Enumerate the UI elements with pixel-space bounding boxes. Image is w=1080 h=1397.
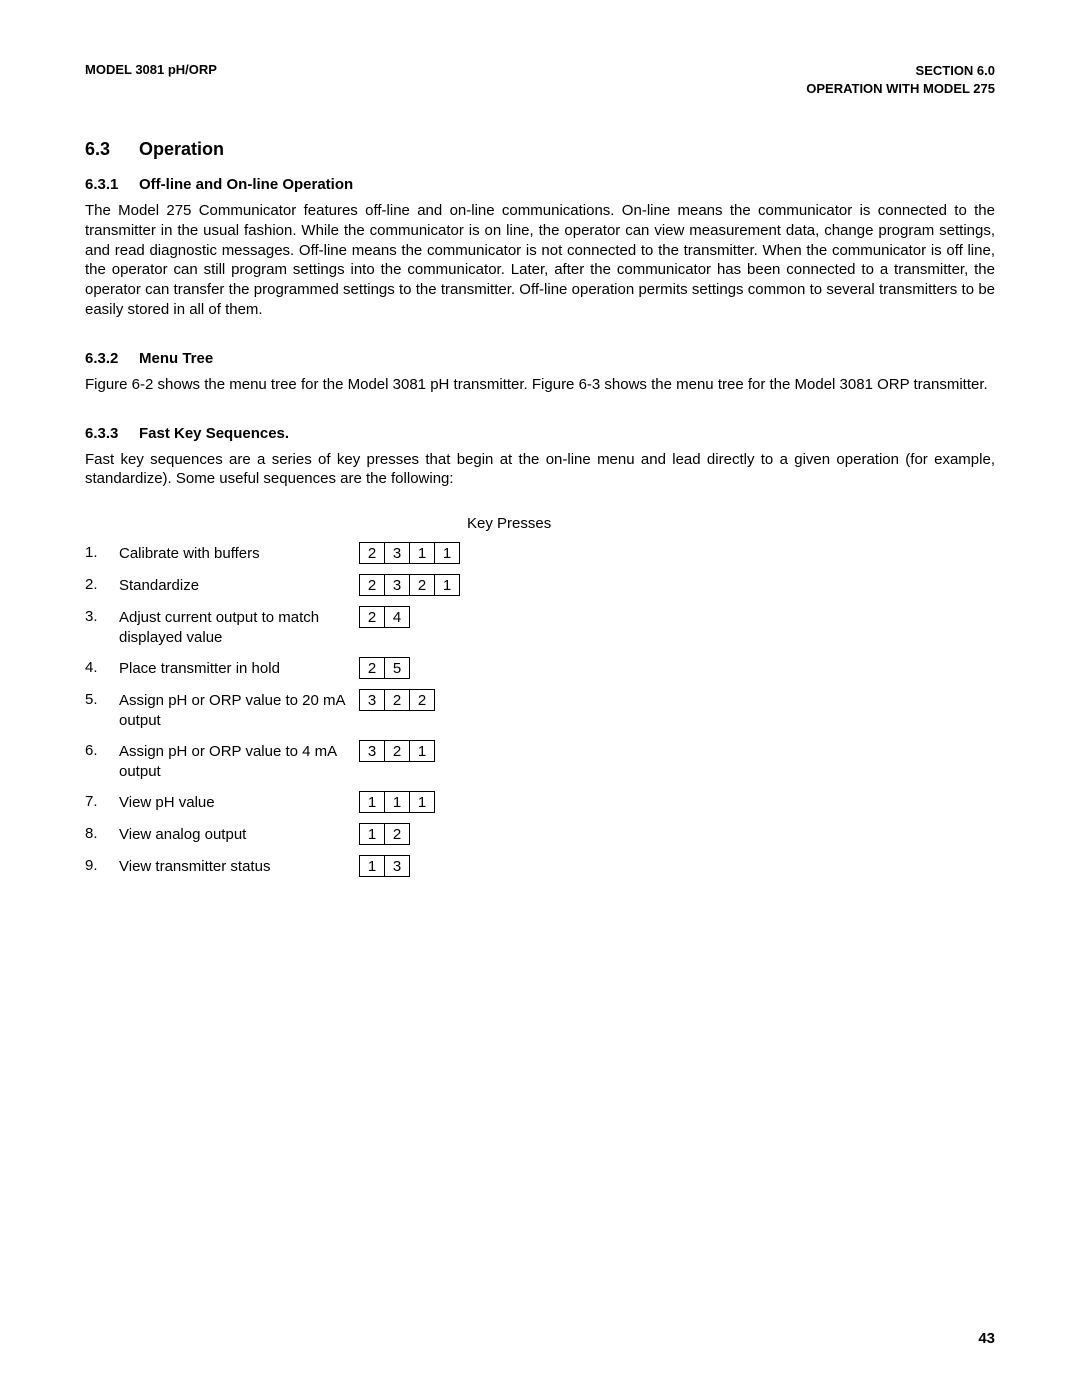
key-box: 3	[384, 574, 410, 596]
key-box: 3	[384, 855, 410, 877]
key-box: 2	[359, 542, 385, 564]
subsection-632: 6.3.2Menu Tree	[85, 350, 995, 367]
row-label: View pH value	[119, 791, 349, 813]
subsection-number: 6.3.2	[85, 350, 139, 367]
section-title: Operation	[139, 139, 224, 159]
header-section: SECTION 6.0	[806, 62, 995, 80]
row-label: View transmitter status	[119, 855, 349, 877]
row-number: 9.	[85, 855, 119, 874]
key-box: 1	[409, 740, 435, 762]
header-right: SECTION 6.0 OPERATION WITH MODEL 275	[806, 62, 995, 97]
keypress-table: Key Presses 1.Calibrate with buffers2311…	[85, 515, 995, 877]
key-box: 5	[384, 657, 410, 679]
key-box: 2	[359, 574, 385, 596]
row-label: Calibrate with buffers	[119, 542, 349, 564]
page: MODEL 3081 pH/ORP SECTION 6.0 OPERATION …	[0, 0, 1080, 1397]
header-subtitle: OPERATION WITH MODEL 275	[806, 80, 995, 98]
key-box: 1	[384, 791, 410, 813]
key-box: 2	[409, 689, 435, 711]
keypress-row: 5.Assign pH or ORP value to 20 mA output…	[85, 689, 995, 730]
key-box: 2	[359, 606, 385, 628]
row-label: Place transmitter in hold	[119, 657, 349, 679]
row-label: View analog output	[119, 823, 349, 845]
key-box: 1	[434, 542, 460, 564]
subsection-631: 6.3.1Off-line and On-line Operation	[85, 176, 995, 193]
subsection-title: Off-line and On-line Operation	[139, 176, 353, 193]
row-number: 6.	[85, 740, 119, 759]
row-number: 3.	[85, 606, 119, 625]
subsection-title: Menu Tree	[139, 350, 213, 367]
key-box: 2	[409, 574, 435, 596]
keypress-row: 8.View analog output12	[85, 823, 995, 845]
key-boxes: 12	[349, 823, 410, 845]
subsection-number: 6.3.1	[85, 176, 139, 193]
row-label: Standardize	[119, 574, 349, 596]
key-box: 1	[359, 791, 385, 813]
paragraph-633: Fast key sequences are a series of key p…	[85, 450, 995, 490]
row-number: 2.	[85, 574, 119, 593]
section-number: 6.3	[85, 139, 139, 160]
key-box: 1	[409, 542, 435, 564]
key-box: 2	[384, 689, 410, 711]
keypress-header: Key Presses	[467, 515, 995, 532]
key-box: 2	[384, 823, 410, 845]
row-number: 5.	[85, 689, 119, 708]
key-boxes: 321	[349, 740, 435, 762]
subsection-title: Fast Key Sequences.	[139, 425, 289, 442]
key-boxes: 24	[349, 606, 410, 628]
key-box: 1	[359, 855, 385, 877]
keypress-row: 6.Assign pH or ORP value to 4 mA output3…	[85, 740, 995, 781]
page-number: 43	[978, 1330, 995, 1347]
row-number: 1.	[85, 542, 119, 561]
key-box: 3	[359, 740, 385, 762]
header-left: MODEL 3081 pH/ORP	[85, 62, 217, 97]
key-box: 3	[384, 542, 410, 564]
key-boxes: 111	[349, 791, 435, 813]
key-box: 2	[359, 657, 385, 679]
row-label: Assign pH or ORP value to 4 mA output	[119, 740, 349, 781]
key-boxes: 13	[349, 855, 410, 877]
key-box: 3	[359, 689, 385, 711]
key-boxes: 2321	[349, 574, 460, 596]
row-label: Adjust current output to match displayed…	[119, 606, 349, 647]
row-number: 7.	[85, 791, 119, 810]
key-boxes: 25	[349, 657, 410, 679]
subsection-633: 6.3.3Fast Key Sequences.	[85, 425, 995, 442]
key-box: 1	[359, 823, 385, 845]
key-boxes: 322	[349, 689, 435, 711]
page-header: MODEL 3081 pH/ORP SECTION 6.0 OPERATION …	[85, 62, 995, 97]
paragraph-632: Figure 6-2 shows the menu tree for the M…	[85, 375, 995, 395]
keypress-row: 9.View transmitter status13	[85, 855, 995, 877]
paragraph-631: The Model 275 Communicator features off-…	[85, 201, 995, 320]
key-box: 2	[384, 740, 410, 762]
row-number: 4.	[85, 657, 119, 676]
key-box: 4	[384, 606, 410, 628]
keypress-row: 7.View pH value111	[85, 791, 995, 813]
keypress-row: 1.Calibrate with buffers2311	[85, 542, 995, 564]
row-number: 8.	[85, 823, 119, 842]
subsection-number: 6.3.3	[85, 425, 139, 442]
keypress-row: 4.Place transmitter in hold25	[85, 657, 995, 679]
keypress-rows: 1.Calibrate with buffers23112.Standardiz…	[85, 542, 995, 877]
keypress-row: 2.Standardize2321	[85, 574, 995, 596]
keypress-row: 3.Adjust current output to match display…	[85, 606, 995, 647]
key-box: 1	[409, 791, 435, 813]
key-boxes: 2311	[349, 542, 460, 564]
row-label: Assign pH or ORP value to 20 mA output	[119, 689, 349, 730]
key-box: 1	[434, 574, 460, 596]
section-heading: 6.3Operation	[85, 139, 995, 160]
